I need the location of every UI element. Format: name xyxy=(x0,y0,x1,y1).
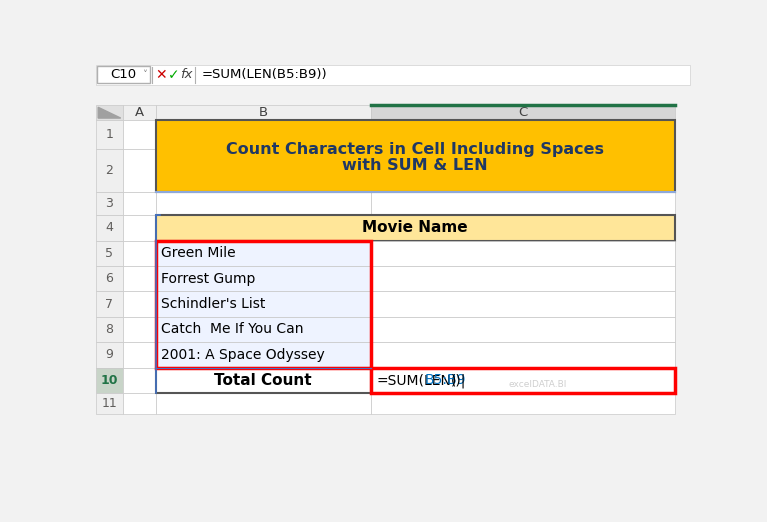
Bar xyxy=(156,291,371,317)
Bar xyxy=(371,121,675,149)
Text: 2001: A Space Odyssey: 2001: A Space Odyssey xyxy=(161,348,324,362)
Bar xyxy=(371,367,675,393)
Bar xyxy=(371,105,675,121)
Bar xyxy=(96,192,123,215)
Bar xyxy=(96,266,123,291)
Text: Total Count: Total Count xyxy=(215,373,312,388)
Text: 7: 7 xyxy=(105,298,114,311)
Bar xyxy=(371,393,675,414)
Bar xyxy=(156,241,371,266)
Bar xyxy=(156,367,371,393)
Text: =SUM(LEN(: =SUM(LEN( xyxy=(377,373,457,387)
Text: 2: 2 xyxy=(106,164,114,177)
Bar xyxy=(371,192,675,215)
Text: with SUM & LEN: with SUM & LEN xyxy=(342,158,488,173)
Bar xyxy=(96,121,123,149)
Bar xyxy=(156,149,371,192)
Bar xyxy=(371,317,675,342)
Bar xyxy=(156,215,675,241)
Bar xyxy=(156,241,371,266)
Bar xyxy=(156,192,371,215)
Bar xyxy=(96,215,123,241)
Bar xyxy=(96,317,123,342)
Bar xyxy=(96,393,123,414)
Bar xyxy=(156,393,371,414)
Bar xyxy=(97,66,150,84)
Text: ))|: ))| xyxy=(451,373,466,387)
Bar xyxy=(123,291,156,317)
Bar xyxy=(156,266,371,291)
Bar xyxy=(123,149,156,192)
Bar xyxy=(123,121,156,149)
Bar xyxy=(371,317,675,342)
Bar xyxy=(371,215,675,241)
Text: 5: 5 xyxy=(105,247,114,260)
Bar xyxy=(371,241,675,266)
Bar xyxy=(156,291,371,317)
Text: ✕: ✕ xyxy=(155,68,166,82)
Bar xyxy=(123,105,156,121)
Bar xyxy=(96,65,690,85)
Text: 8: 8 xyxy=(105,323,114,336)
Bar xyxy=(123,342,156,367)
Bar xyxy=(371,367,675,393)
Text: Forrest Gump: Forrest Gump xyxy=(161,271,255,286)
Bar xyxy=(156,367,371,393)
Polygon shape xyxy=(98,108,120,118)
Text: Schindler's List: Schindler's List xyxy=(161,297,265,311)
Text: B: B xyxy=(258,106,268,119)
Bar xyxy=(96,241,123,266)
Bar xyxy=(371,342,675,367)
Bar xyxy=(156,121,371,149)
Text: A: A xyxy=(135,106,144,119)
Text: 1: 1 xyxy=(106,128,114,141)
Bar xyxy=(156,266,371,291)
Text: C: C xyxy=(518,106,528,119)
Text: 11: 11 xyxy=(101,397,117,410)
Bar xyxy=(156,105,371,121)
Bar xyxy=(123,266,156,291)
Text: 6: 6 xyxy=(106,272,114,285)
Bar xyxy=(371,266,675,291)
Bar xyxy=(96,149,123,192)
Text: Catch  Me If You Can: Catch Me If You Can xyxy=(161,323,304,337)
Bar xyxy=(156,241,371,367)
Bar xyxy=(371,291,675,317)
Bar xyxy=(371,342,675,367)
Text: 10: 10 xyxy=(100,374,118,387)
Bar xyxy=(123,192,156,215)
Text: ˅: ˅ xyxy=(142,70,147,80)
Bar xyxy=(123,367,156,393)
Text: Green Mile: Green Mile xyxy=(161,246,235,260)
Bar xyxy=(371,266,675,291)
Text: ✓: ✓ xyxy=(167,68,179,82)
Text: B5:B9: B5:B9 xyxy=(424,373,466,387)
Bar xyxy=(96,367,123,393)
Bar xyxy=(156,317,371,342)
Text: excelDATA.BI: excelDATA.BI xyxy=(509,379,568,388)
Bar xyxy=(156,342,371,367)
Bar xyxy=(156,317,371,342)
Bar xyxy=(123,241,156,266)
Bar xyxy=(96,291,123,317)
Text: 9: 9 xyxy=(106,348,114,361)
Text: =SUM(LEN(B5:B9)): =SUM(LEN(B5:B9)) xyxy=(201,68,327,81)
Bar xyxy=(156,215,371,241)
Bar xyxy=(123,215,156,241)
Bar xyxy=(96,105,123,121)
Bar xyxy=(156,342,371,367)
Text: fx: fx xyxy=(180,68,193,81)
Text: C10: C10 xyxy=(110,68,137,81)
Bar xyxy=(371,241,675,266)
Bar xyxy=(371,149,675,192)
Bar xyxy=(96,342,123,367)
Text: Count Characters in Cell Including Spaces: Count Characters in Cell Including Space… xyxy=(226,142,604,157)
Text: 4: 4 xyxy=(106,221,114,234)
Text: 3: 3 xyxy=(106,197,114,210)
Bar xyxy=(123,393,156,414)
Bar xyxy=(156,121,675,192)
Bar xyxy=(123,317,156,342)
Bar xyxy=(371,291,675,317)
Text: Movie Name: Movie Name xyxy=(362,220,468,235)
